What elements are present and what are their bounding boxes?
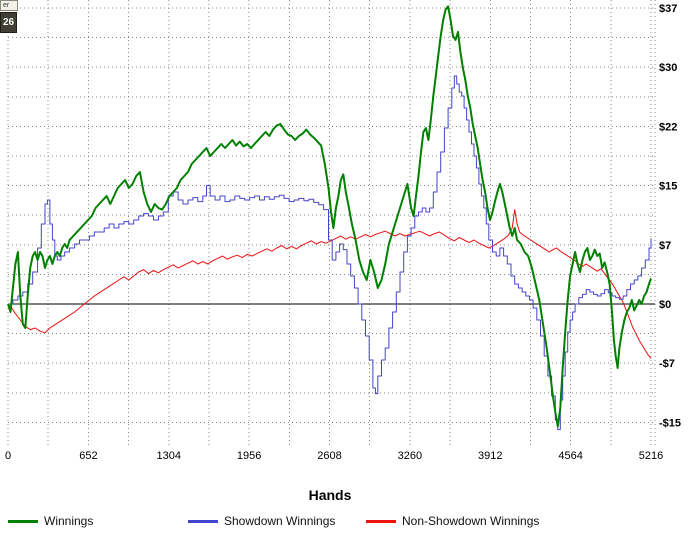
y-tick-label: $30 [659,62,677,74]
hand-count-badge: 26 [0,12,17,33]
winnings-line-swatch [8,519,38,523]
legend-item-winnings[interactable]: Winnings [8,514,93,528]
legend-label-non-showdown-winnings: Non-Showdown Winnings [402,514,540,528]
y-tick-label: $22 [659,121,677,133]
x-tick-label: 4564 [558,450,582,462]
non-showdown-winnings-line-swatch [366,519,396,523]
y-tick-label: $15 [659,181,677,193]
series-line-winnings [7,5,652,428]
legend-item-non-showdown-winnings[interactable]: Non-Showdown Winnings [366,514,539,528]
y-tick-label: -$15 [659,417,681,429]
y-tick-label: $7 [659,240,671,252]
series-line-showdown-winnings [8,75,652,431]
y-tick-label: $0 [659,299,671,311]
x-tick-label: 5216 [639,450,663,462]
legend: Winnings Showdown Winnings Non-Showdown … [0,514,700,534]
winnings-chart: 0 652 1304 1956 2608 3260 3912 4564 5216 $37 $30 $2… [5,0,681,462]
x-tick-label: 1304 [157,450,181,462]
y-tick-label: -$7 [659,358,675,370]
legend-item-showdown-winnings[interactable]: Showdown Winnings [188,514,335,528]
x-tick-label: 0 [5,450,11,462]
y-tick-label: $37 [659,3,677,15]
legend-label-winnings: Winnings [44,514,94,528]
legend-label-showdown-winnings: Showdown Winnings [224,514,336,528]
x-tick-label: 2608 [317,450,341,462]
showdown-winnings-line-swatch [188,519,218,523]
x-axis-title: Hands [308,487,352,503]
series-line-non-showdown-winnings [7,209,652,359]
x-tick-label: 3912 [478,450,502,462]
x-tick-label: 652 [79,450,97,462]
tooltip-fragment: er [0,0,18,11]
x-tick-label: 1956 [237,450,261,462]
x-tick-label: 3260 [398,450,422,462]
